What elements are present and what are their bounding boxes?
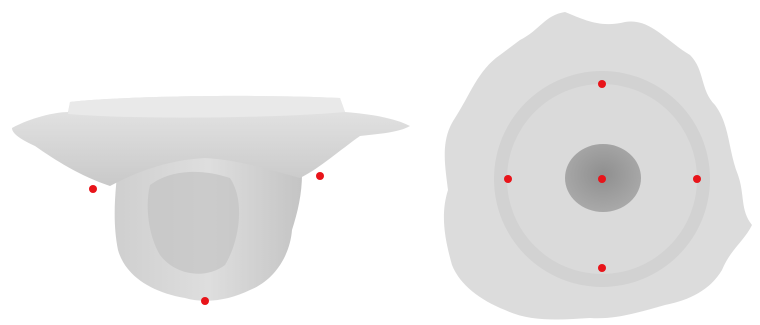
top-view-model — [443, 12, 752, 320]
marker-dot — [201, 297, 209, 305]
marker-dot — [598, 175, 606, 183]
marker-dot — [598, 80, 606, 88]
flange-top — [68, 95, 345, 118]
body-detail — [147, 171, 240, 274]
marker-dot — [316, 172, 324, 180]
marker-dot — [89, 185, 97, 193]
model-flange — [12, 95, 410, 186]
side-view-model — [12, 95, 410, 305]
marker-dot — [693, 175, 701, 183]
marker-dot — [504, 175, 512, 183]
marker-dot — [598, 264, 606, 272]
